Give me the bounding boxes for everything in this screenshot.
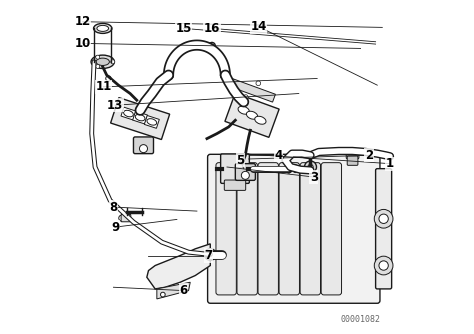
Polygon shape — [110, 98, 170, 140]
Ellipse shape — [93, 23, 112, 33]
Circle shape — [374, 256, 393, 275]
Ellipse shape — [135, 114, 145, 121]
Circle shape — [209, 42, 215, 49]
Circle shape — [106, 76, 111, 81]
Ellipse shape — [293, 165, 298, 172]
Circle shape — [111, 60, 115, 64]
Circle shape — [304, 161, 317, 173]
Text: 4: 4 — [274, 149, 283, 162]
Circle shape — [119, 215, 125, 221]
FancyBboxPatch shape — [134, 137, 154, 154]
Circle shape — [161, 292, 165, 297]
Circle shape — [308, 164, 313, 170]
Text: 9: 9 — [111, 221, 119, 233]
Text: 6: 6 — [180, 284, 188, 297]
Text: 12: 12 — [74, 15, 91, 28]
Ellipse shape — [147, 119, 157, 125]
Circle shape — [379, 261, 388, 270]
Text: 10: 10 — [74, 37, 91, 50]
FancyBboxPatch shape — [237, 163, 257, 295]
Ellipse shape — [96, 58, 109, 65]
FancyBboxPatch shape — [346, 149, 359, 159]
Circle shape — [379, 214, 388, 223]
Circle shape — [96, 55, 100, 59]
Polygon shape — [225, 93, 279, 137]
Text: 3: 3 — [310, 171, 318, 183]
FancyBboxPatch shape — [121, 214, 131, 222]
Circle shape — [204, 248, 216, 261]
Circle shape — [96, 64, 100, 68]
Circle shape — [210, 44, 214, 47]
FancyBboxPatch shape — [216, 163, 237, 295]
FancyBboxPatch shape — [224, 180, 246, 190]
Text: 1: 1 — [386, 157, 394, 170]
Ellipse shape — [286, 164, 292, 173]
FancyBboxPatch shape — [347, 156, 358, 165]
Text: 5: 5 — [236, 154, 245, 167]
Polygon shape — [228, 78, 275, 102]
Text: 14: 14 — [251, 20, 267, 33]
FancyBboxPatch shape — [208, 154, 380, 303]
Circle shape — [241, 171, 249, 179]
Ellipse shape — [91, 55, 114, 68]
FancyBboxPatch shape — [375, 169, 392, 289]
Ellipse shape — [255, 116, 266, 124]
Text: 2: 2 — [365, 149, 373, 162]
Text: 7: 7 — [205, 249, 213, 262]
FancyBboxPatch shape — [279, 163, 300, 295]
Ellipse shape — [124, 110, 133, 117]
Polygon shape — [133, 111, 147, 124]
Circle shape — [244, 95, 248, 100]
FancyBboxPatch shape — [235, 164, 255, 180]
Polygon shape — [145, 116, 159, 128]
Text: 00001082: 00001082 — [341, 315, 381, 324]
Text: 16: 16 — [204, 22, 220, 35]
Circle shape — [256, 81, 261, 86]
Ellipse shape — [246, 111, 258, 119]
FancyBboxPatch shape — [220, 154, 249, 183]
FancyBboxPatch shape — [300, 163, 320, 295]
Text: 8: 8 — [109, 201, 118, 213]
FancyBboxPatch shape — [258, 163, 278, 295]
Circle shape — [374, 209, 393, 228]
Polygon shape — [121, 107, 136, 120]
Ellipse shape — [97, 25, 109, 31]
Text: 15: 15 — [175, 22, 192, 35]
Text: 13: 13 — [107, 99, 123, 112]
Polygon shape — [157, 282, 190, 299]
FancyBboxPatch shape — [321, 163, 342, 295]
Ellipse shape — [238, 106, 249, 114]
Polygon shape — [147, 244, 210, 289]
Text: 11: 11 — [95, 80, 111, 93]
Circle shape — [139, 145, 147, 153]
